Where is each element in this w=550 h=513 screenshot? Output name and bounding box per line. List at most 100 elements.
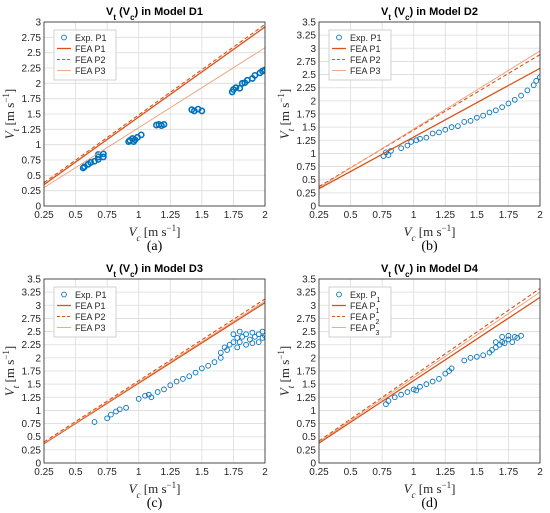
y-tick-label: 2.75 <box>22 314 42 325</box>
y-tick-label: 2.75 <box>297 314 317 325</box>
y-tick-label: 2.25 <box>297 340 317 351</box>
legend-box <box>328 29 392 81</box>
y-tick-label: 2.25 <box>22 64 42 75</box>
data-point <box>211 359 218 365</box>
legend-label: FEA P2 <box>75 312 106 322</box>
data-point <box>99 153 107 161</box>
legend-label: FEA P1 <box>75 301 106 311</box>
legend-label: FEA P3 <box>350 323 380 337</box>
data-point <box>91 419 98 425</box>
data-point <box>404 389 411 395</box>
axes-frame <box>43 21 266 207</box>
y-tick-label: 2 <box>35 79 41 90</box>
y-tick-label: 0.5 <box>27 171 41 182</box>
x-tick-label: 0.5 <box>344 467 358 478</box>
chart-title: Vt (Vc) in Model D4 <box>381 263 479 279</box>
data-point <box>480 112 487 119</box>
x-tick-label: 1.75 <box>499 210 519 221</box>
data-point <box>186 373 193 380</box>
data-point <box>461 357 468 364</box>
y-tick-label: 1 <box>35 406 41 417</box>
y-tick-label: 0.5 <box>302 175 316 186</box>
y-axis-label: Vt [m s−1] <box>1 346 21 396</box>
y-tick-label: 0 <box>310 459 316 470</box>
y-tick-label: 1.5 <box>27 110 41 121</box>
legend-label: FEA P2 <box>350 312 380 326</box>
series-line-fea-p2 <box>319 288 540 442</box>
y-tick-label: 1.75 <box>22 367 42 378</box>
data-point <box>417 135 423 142</box>
data-point <box>192 369 199 376</box>
y-tick-label: 2 <box>35 353 41 364</box>
y-tick-label: 2 <box>310 96 316 107</box>
legend-label: FEA P2 <box>350 55 381 65</box>
data-point <box>518 332 524 339</box>
data-point <box>180 376 186 382</box>
data-point <box>448 124 455 130</box>
data-point <box>467 355 474 361</box>
x-tick-label: 1.5 <box>195 210 209 221</box>
chart-panel-b: 0.25 0.5 0.75 1 1.25 1.5 1.75 2 0 0.25 0.5 0.75 1 1.2… <box>275 0 550 256</box>
data-point <box>230 331 237 338</box>
data-point <box>173 378 180 385</box>
y-tick-label: 3.25 <box>22 288 42 299</box>
data-point <box>499 104 505 111</box>
axes-frame <box>43 278 266 464</box>
legend-label: Exp. P1 <box>350 33 382 43</box>
data-point <box>116 406 123 413</box>
y-axis-label: Vt [m s−1] <box>276 346 296 396</box>
chart-panel-d: 0.25 0.5 0.75 1 1.25 1.5 1.75 2 0 0.25 0.5 0.75 1 1.2… <box>275 257 550 513</box>
data-point <box>243 331 249 338</box>
y-tick-label: 0.25 <box>22 445 42 456</box>
x-tick-label: 2 <box>262 467 268 478</box>
data-point <box>205 362 212 369</box>
y-tick-label: 2.75 <box>22 33 42 44</box>
y-tick-label: 2.25 <box>22 340 42 351</box>
chart-panel-c: 0.25 0.5 0.75 1 1.25 1.5 1.75 2 0 0.25 0.5 0.75 1 1.2… <box>0 257 275 513</box>
y-tick-label: 0 <box>310 202 316 213</box>
series-group <box>319 288 540 444</box>
x-tick-label: 0.75 <box>372 467 392 478</box>
x-axis-label: Vc [m s−1] <box>129 223 181 243</box>
series-group <box>44 298 265 445</box>
legend-label: FEA P3 <box>75 323 106 333</box>
chart-svg-a: 0.25 0.5 0.75 1 1.25 1.5 1.75 200.250.50.7511.2… <box>1 6 268 254</box>
y-tick-label: 1.75 <box>297 367 317 378</box>
x-tick-label: 1.75 <box>224 210 244 221</box>
y-tick-label: 0.25 <box>297 445 317 456</box>
legend-label: FEA P3 <box>350 66 381 76</box>
data-point <box>243 341 249 348</box>
data-point <box>417 383 423 390</box>
x-axis-label: Vc [m s−1] <box>129 480 181 500</box>
data-point <box>492 339 499 345</box>
legend-label: Exp. P1 <box>75 33 107 43</box>
data-point <box>137 131 145 139</box>
data-point <box>461 119 468 125</box>
data-point <box>108 411 114 418</box>
data-point <box>505 336 512 343</box>
x-tick-label: 0.75 <box>97 210 117 221</box>
data-point <box>224 347 230 353</box>
legend-marker-icon <box>336 291 342 298</box>
y-tick-label: 1.5 <box>27 380 41 391</box>
x-tick-label: 1 <box>136 467 142 478</box>
y-tick-label: 0 <box>35 459 41 470</box>
legend-label: FEA P1 <box>75 44 106 54</box>
x-tick-label: 0.5 <box>69 210 83 221</box>
axes-frame <box>318 278 541 464</box>
data-point <box>160 121 168 128</box>
chart-title: Vt (Vc) in Model D2 <box>381 6 478 22</box>
series-line-fea-p1 <box>319 67 540 190</box>
y-axis-label: Vt [m s−1] <box>1 89 21 139</box>
y-tick-label: 1.25 <box>22 125 42 136</box>
y-tick-label: 0.5 <box>302 432 316 443</box>
y-tick-label: 0.75 <box>22 419 42 430</box>
legend-label: FEA P3 <box>75 66 106 76</box>
data-point <box>404 142 411 149</box>
x-axis-label: Vc [m s−1] <box>404 480 456 500</box>
x-tick-label: 1.75 <box>499 467 519 478</box>
y-tick-label: 3.5 <box>27 275 41 286</box>
